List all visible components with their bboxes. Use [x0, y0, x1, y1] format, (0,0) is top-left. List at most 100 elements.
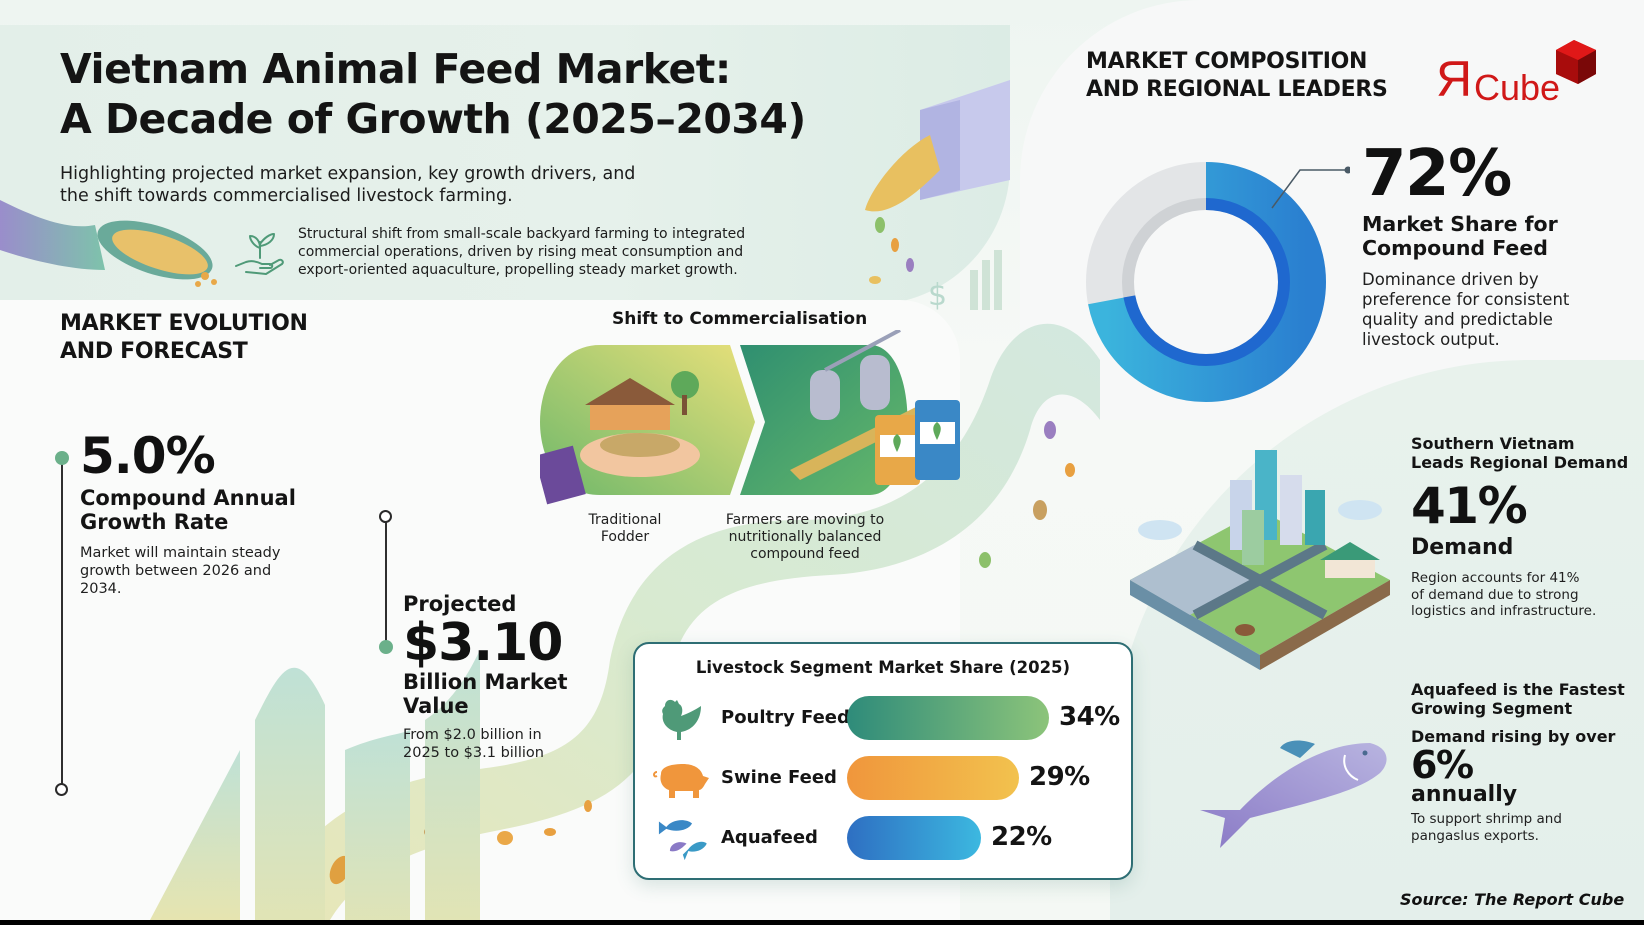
- projection-label-2: Value: [403, 694, 469, 718]
- timeline-line-left: [61, 460, 63, 790]
- fish-shrimp-icon: [658, 820, 707, 861]
- city-farm-illustration: [1130, 450, 1390, 670]
- region-value: 41%: [1411, 477, 1528, 535]
- plant-in-hand-icon: [235, 233, 284, 275]
- aquafeed-head-1: Aquafeed is the Fastest: [1411, 680, 1625, 699]
- heading-line-1: MARKET EVOLUTION: [60, 311, 308, 336]
- projection-stat: Projected $3.10 Billion Market Value Fro…: [403, 592, 568, 762]
- right-caption-1: Farmers are moving to: [725, 512, 885, 528]
- callout-leader-line: [1271, 166, 1350, 209]
- intro-text: Structural shift from small-scale backya…: [298, 225, 778, 279]
- subtitle-line-1: Highlighting projected market expansion,…: [60, 164, 636, 184]
- fish-illustration: [1200, 740, 1387, 848]
- title-line-1: Vietnam Animal Feed Market:: [60, 45, 731, 93]
- compound-label-2: Compound Feed: [1362, 236, 1548, 260]
- segment-bar-aquafeed: [847, 816, 981, 860]
- projection-prefix: Projected: [403, 592, 517, 616]
- segment-row-poultry: Poultry Feed 34%: [635, 696, 1131, 740]
- projection-value: $3.10: [403, 613, 563, 673]
- intro-line-2: commercial operations, driven by rising …: [298, 244, 744, 260]
- southern-vietnam-stat: Southern Vietnam Leads Regional Demand 4…: [1411, 434, 1628, 620]
- right-caption-3: compound feed: [750, 546, 860, 562]
- region-desc-2: of demand due to strong: [1411, 586, 1579, 603]
- subtitle: Highlighting projected market expansion,…: [60, 163, 700, 207]
- feed-scoop-icon: [0, 200, 217, 287]
- aquafeed-head-2: Growing Segment: [1411, 699, 1573, 718]
- source-credit: Source: The Report Cube: [1400, 890, 1625, 909]
- left-caption-2: Fodder: [600, 529, 650, 545]
- feed-dispenser-illustration: $: [865, 80, 1010, 313]
- cagr-label-1: Compound Annual: [80, 486, 296, 510]
- aquafeed-post: annually: [1411, 782, 1518, 807]
- compound-feed-caption: Farmers are moving to nutritionally bala…: [705, 512, 905, 563]
- intro-line-3: export-oriented aquaculture, propelling …: [298, 262, 738, 278]
- segment-label: Poultry Feed: [721, 707, 850, 728]
- timeline-dot-end: [55, 783, 68, 796]
- projection-label-1: Billion Market: [403, 670, 568, 694]
- projection-desc-1: From $2.0 billion in: [403, 727, 542, 743]
- logo-text: Cube: [1474, 67, 1561, 108]
- compound-feed-donut-chart: [1086, 162, 1326, 402]
- livestock-segment-card: Livestock Segment Market Share (2025) Po…: [633, 642, 1133, 880]
- compound-desc-4: livestock output.: [1362, 330, 1500, 349]
- region-head-2: Leads Regional Demand: [1411, 453, 1629, 472]
- page-title: Vietnam Animal Feed Market: A Decade of …: [60, 44, 806, 144]
- compound-label-1: Market Share for: [1362, 212, 1558, 236]
- traditional-fodder-caption: Traditional Fodder: [560, 512, 690, 546]
- cagr-desc-2: growth between 2026 and: [80, 563, 272, 579]
- compound-desc-2: preference for consistent: [1362, 290, 1570, 309]
- compound-desc-3: quality and predictable: [1362, 310, 1553, 329]
- segment-value: 34%: [1059, 702, 1120, 732]
- aquafeed-desc-1: To support shrimp and: [1411, 811, 1562, 827]
- title-line-2: A Decade of Growth (2025–2034): [60, 95, 806, 143]
- svg-text:$: $: [928, 278, 947, 313]
- compound-feed-stat: 72% Market Share for Compound Feed Domin…: [1362, 140, 1569, 350]
- report-cube-logo: Я Cube: [1436, 40, 1616, 110]
- timeline-line-projection: [385, 520, 387, 645]
- market-composition-heading: MARKET COMPOSITION AND REGIONAL LEADERS: [1086, 48, 1388, 104]
- cagr-desc-3: 2034.: [80, 581, 122, 597]
- commercialisation-illustration: [540, 330, 960, 505]
- subtitle-line-2: the shift towards commercialised livesto…: [60, 186, 513, 206]
- timeline-dot-projection: [379, 640, 393, 654]
- intro-line-1: Structural shift from small-scale backya…: [298, 226, 746, 242]
- segment-row-swine: Swine Feed 29%: [635, 756, 1131, 800]
- segment-card-title: Livestock Segment Market Share (2025): [695, 658, 1071, 677]
- cube-icon: [1556, 40, 1596, 84]
- heading-line-2: AND FORECAST: [60, 339, 248, 364]
- pig-icon: [653, 764, 709, 798]
- aquafeed-value: 6%: [1411, 743, 1474, 787]
- region-head-1: Southern Vietnam: [1411, 434, 1575, 453]
- logo-glyph: Я: [1436, 51, 1473, 107]
- segment-label: Aquafeed: [721, 827, 818, 848]
- segment-bar-poultry: [847, 696, 1049, 740]
- left-caption-1: Traditional: [588, 512, 662, 528]
- heading-line-2: AND REGIONAL LEADERS: [1086, 77, 1388, 102]
- timeline-dot-cagr: [55, 451, 69, 465]
- heading-line-1: MARKET COMPOSITION: [1086, 49, 1368, 74]
- aquafeed-stat: Aquafeed is the Fastest Growing Segment …: [1411, 680, 1625, 844]
- aquafeed-pre: Demand rising by over: [1411, 727, 1616, 746]
- commercialisation-title: Shift to Commercialisation: [612, 309, 868, 329]
- cagr-label-2: Growth Rate: [80, 510, 229, 534]
- cagr-stat: 5.0% Compound Annual Growth Rate Market …: [80, 428, 296, 598]
- region-desc-1: Region accounts for 41%: [1411, 570, 1580, 586]
- right-caption-2: nutritionally balanced: [728, 529, 882, 545]
- projection-desc-2: 2025 to $3.1 billion: [403, 745, 544, 761]
- segment-label: Swine Feed: [721, 767, 837, 788]
- chicken-icon: [662, 699, 701, 740]
- segment-value: 22%: [991, 822, 1052, 852]
- aquafeed-desc-2: pangaslus exports.: [1411, 827, 1539, 844]
- timeline-dot-start: [379, 510, 392, 523]
- cagr-value: 5.0%: [80, 427, 216, 485]
- growth-bars-illustration: [150, 650, 480, 920]
- segment-bar-swine: [847, 756, 1019, 800]
- segment-row-aquafeed: Aquafeed 22%: [635, 816, 1131, 861]
- compound-desc-1: Dominance driven by: [1362, 270, 1539, 289]
- region-label: Demand: [1411, 535, 1514, 560]
- region-desc-3: logistics and infrastructure.: [1411, 603, 1597, 619]
- segment-value: 29%: [1029, 762, 1090, 792]
- compound-value: 72%: [1362, 137, 1512, 211]
- market-evolution-heading: MARKET EVOLUTION AND FORECAST: [60, 310, 308, 366]
